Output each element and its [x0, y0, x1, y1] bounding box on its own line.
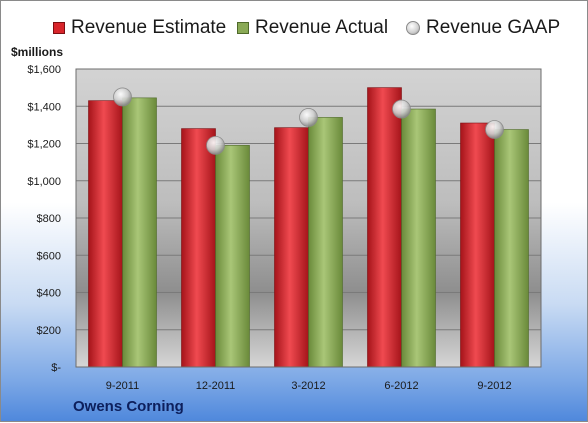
legend-square-icon	[237, 22, 249, 34]
revenue-estimate-bar	[274, 127, 309, 368]
revenue-actual-bar	[308, 117, 343, 368]
legend: Revenue Estimate Revenue Actual Revenue GA…	[1, 17, 588, 43]
revenue-gaap-marker	[206, 135, 225, 155]
revenue-estimate-bar	[181, 128, 216, 368]
legend-item: Revenue Actual	[237, 17, 388, 39]
legend-item: Revenue Estimate	[53, 17, 226, 39]
revenue-estimate-bar	[460, 122, 495, 368]
revenue-estimate-bar	[367, 87, 402, 368]
y-tick-label: $1,000	[27, 176, 61, 188]
revenue-actual-bar	[215, 145, 250, 368]
x-tick-label: 6-2012	[384, 380, 418, 392]
revenue-gaap-marker	[113, 87, 132, 107]
plot-border	[75, 68, 542, 368]
y-tick-label: $200	[37, 325, 61, 337]
legend-label: Revenue GAAP	[426, 17, 561, 38]
company-name: Owens Corning	[73, 398, 184, 415]
legend-square-icon	[53, 22, 65, 34]
y-tick-label: $400	[37, 288, 61, 300]
legend-item: Revenue GAAP	[406, 17, 560, 39]
revenue-estimate-bar	[88, 100, 123, 368]
y-tick-label: $1,400	[27, 101, 61, 113]
x-tick-label: 3-2012	[291, 380, 325, 392]
y-tick-label: $-	[51, 362, 61, 374]
y-tick-label: $1,200	[27, 139, 61, 151]
revenue-actual-bar	[494, 129, 529, 368]
x-tick-label: 9-2011	[106, 380, 139, 392]
revenue-actual-bar	[122, 97, 157, 368]
x-tick-label: 9-2012	[477, 380, 511, 392]
revenue-actual-bar	[401, 108, 436, 368]
revenue-gaap-marker	[299, 108, 318, 127]
legend-label: Revenue Estimate	[71, 17, 227, 38]
revenue-gaap-marker	[392, 99, 411, 119]
y-tick-label: $600	[37, 250, 61, 262]
legend-label: Revenue Actual	[255, 17, 389, 38]
legend-circle-icon	[406, 21, 420, 35]
y-tick-label: $1,600	[27, 64, 61, 76]
y-tick-label: $800	[37, 213, 61, 225]
y-axis-label: $millions	[11, 45, 64, 59]
x-tick-label: 12-2011	[196, 380, 236, 392]
revenue-gaap-marker	[485, 120, 504, 139]
